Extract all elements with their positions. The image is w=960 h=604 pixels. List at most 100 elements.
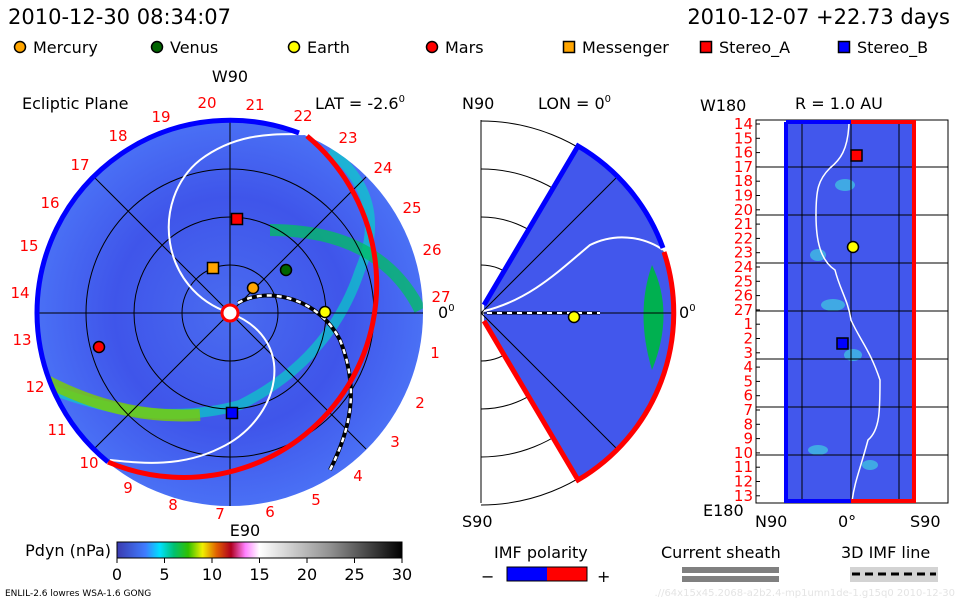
radial-y-label: 11 bbox=[734, 458, 753, 476]
ecliptic-top-label: W90 bbox=[212, 67, 248, 86]
colorbar-tick-label: 5 bbox=[159, 565, 169, 584]
radial-y-label: 25 bbox=[734, 272, 753, 290]
stereo-b-marker bbox=[836, 337, 849, 350]
carrington-label: 19 bbox=[151, 108, 170, 126]
radial-y-label: 10 bbox=[734, 444, 753, 462]
colorbar-tick-label: 10 bbox=[202, 565, 222, 584]
radial-x-label: N90 bbox=[755, 512, 787, 531]
imf-swatch-border bbox=[506, 566, 588, 582]
radial-y-label: 16 bbox=[734, 144, 753, 162]
legend-item-mercury: Mercury bbox=[13, 38, 98, 57]
carrington-label: 11 bbox=[47, 421, 66, 439]
earth-marker bbox=[318, 305, 332, 319]
imf-polarity-positive bbox=[481, 251, 677, 484]
legend-marker-icon bbox=[425, 40, 439, 54]
colorbar-tick-label: 25 bbox=[344, 565, 364, 584]
legend-label: Earth bbox=[307, 38, 350, 57]
current-sheath-line bbox=[167, 133, 306, 314]
ecliptic-title: Ecliptic Plane bbox=[22, 94, 128, 113]
legend-item-stereo_a: Stereo_A bbox=[699, 38, 790, 58]
carrington-label: 1 bbox=[430, 344, 440, 362]
carrington-label: 26 bbox=[422, 241, 441, 259]
meridional-panel: N90 LON = 00 00 S90 bbox=[462, 94, 696, 531]
radial-y-label: 8 bbox=[743, 415, 753, 433]
legend-item-mars: Mars bbox=[425, 38, 484, 57]
carrington-label: 7 bbox=[215, 505, 225, 523]
legend-marker-icon bbox=[13, 40, 27, 54]
imf-neg-swatch bbox=[507, 567, 547, 581]
radial-y-label: 9 bbox=[743, 430, 753, 448]
current-sheath-line bbox=[815, 122, 881, 502]
current-time: 2010-12-30 08:34:07 bbox=[8, 5, 231, 29]
radial-y-label: 23 bbox=[734, 244, 753, 262]
imf-line-label: 3D IMF line bbox=[841, 543, 930, 562]
stereo-b-marker bbox=[225, 406, 239, 420]
carrington-label: 6 bbox=[265, 503, 275, 521]
model-info: ENLIL-2.6 lowres WSA-1.6 GONG bbox=[5, 589, 151, 599]
density-structure bbox=[808, 179, 878, 470]
density-structure bbox=[269, 224, 423, 313]
carrington-label: 10 bbox=[79, 454, 98, 472]
carrington-label: 15 bbox=[19, 237, 38, 255]
current-sheath-label: Current sheath bbox=[661, 543, 781, 562]
imf-polarity-positive bbox=[107, 134, 380, 480]
radial-y-labels: 1415161718192021222324252627123456789101… bbox=[734, 115, 760, 505]
radial-y-label: 27 bbox=[734, 301, 753, 319]
legend-item-stereo_b: Stereo_B bbox=[837, 38, 928, 58]
colorbar-tick-label: 30 bbox=[392, 565, 412, 584]
imf-polarity-negative bbox=[784, 120, 851, 503]
density-structure bbox=[42, 374, 201, 422]
lat-label: LAT = -2.60 bbox=[315, 94, 405, 113]
radial-title: R = 1.0 AU bbox=[795, 94, 883, 113]
radial-bottom-label: E180 bbox=[703, 501, 744, 520]
venus-marker bbox=[279, 263, 293, 277]
carrington-label: 24 bbox=[373, 159, 392, 177]
imf-polarity-label: IMF polarity bbox=[494, 543, 588, 562]
carrington-label: 22 bbox=[293, 107, 312, 125]
carrington-label: 2 bbox=[415, 394, 425, 412]
imf-minus: − bbox=[481, 567, 494, 586]
radial-y-label: 20 bbox=[734, 201, 753, 219]
imf-polarity-legend: IMF polarity − + bbox=[481, 543, 610, 586]
sheath-swatch bbox=[682, 567, 779, 573]
legend-marker-icon bbox=[287, 40, 301, 54]
imf-line-dashes bbox=[237, 294, 353, 471]
radial-y-label: 3 bbox=[743, 344, 753, 362]
legend-item-messenger: Messenger bbox=[562, 38, 669, 57]
carrington-label: 9 bbox=[123, 479, 133, 497]
carrington-label: 4 bbox=[353, 467, 363, 485]
radial-y-label: 19 bbox=[734, 187, 753, 205]
radial-top-label: W180 bbox=[700, 96, 746, 115]
carrington-label: 27 bbox=[431, 288, 450, 306]
legend-marker-icon bbox=[837, 40, 851, 54]
run-id: .//64x15x45.2068-a2b2.4-mp1umn1de-1.g15q… bbox=[655, 588, 955, 599]
radial-y-label: 22 bbox=[734, 229, 753, 247]
carrington-label: 17 bbox=[70, 156, 89, 174]
radial-y-label: 14 bbox=[734, 115, 753, 133]
colorbar-tick-label: 0 bbox=[112, 565, 122, 584]
radial-y-label: 13 bbox=[734, 487, 753, 505]
carrington-label: 12 bbox=[25, 378, 44, 396]
radial-y-label: 15 bbox=[734, 129, 753, 147]
imf-pos-swatch bbox=[547, 567, 587, 581]
colorbar-tick-label: 20 bbox=[297, 565, 317, 584]
reference-date: 2010-12-07 +22.73 days bbox=[687, 5, 950, 29]
legend-marker-icon bbox=[699, 40, 713, 54]
radial-y-label: 12 bbox=[734, 473, 753, 491]
radial-y-label: 4 bbox=[743, 358, 753, 376]
carrington-label: 8 bbox=[168, 496, 178, 514]
colorbar-label: Pdyn (nPa) bbox=[25, 541, 111, 560]
imf-polarity-positive bbox=[851, 120, 916, 503]
legend-label: Venus bbox=[170, 38, 218, 57]
carrington-label: 25 bbox=[402, 199, 421, 217]
radial-x-label: S90 bbox=[910, 512, 941, 531]
legend-item-venus: Venus bbox=[150, 38, 218, 57]
meridional-top-label: N90 bbox=[462, 94, 494, 113]
radial-y-label: 18 bbox=[734, 172, 753, 190]
current-sheath-line bbox=[483, 236, 664, 312]
carrington-label: 23 bbox=[338, 129, 357, 147]
legend-label: Mercury bbox=[33, 38, 98, 57]
ecliptic-panel: Ecliptic Plane W90 LAT = -2.60 271234567… bbox=[10, 67, 454, 540]
meridional-bottom-label: S90 bbox=[462, 512, 493, 531]
